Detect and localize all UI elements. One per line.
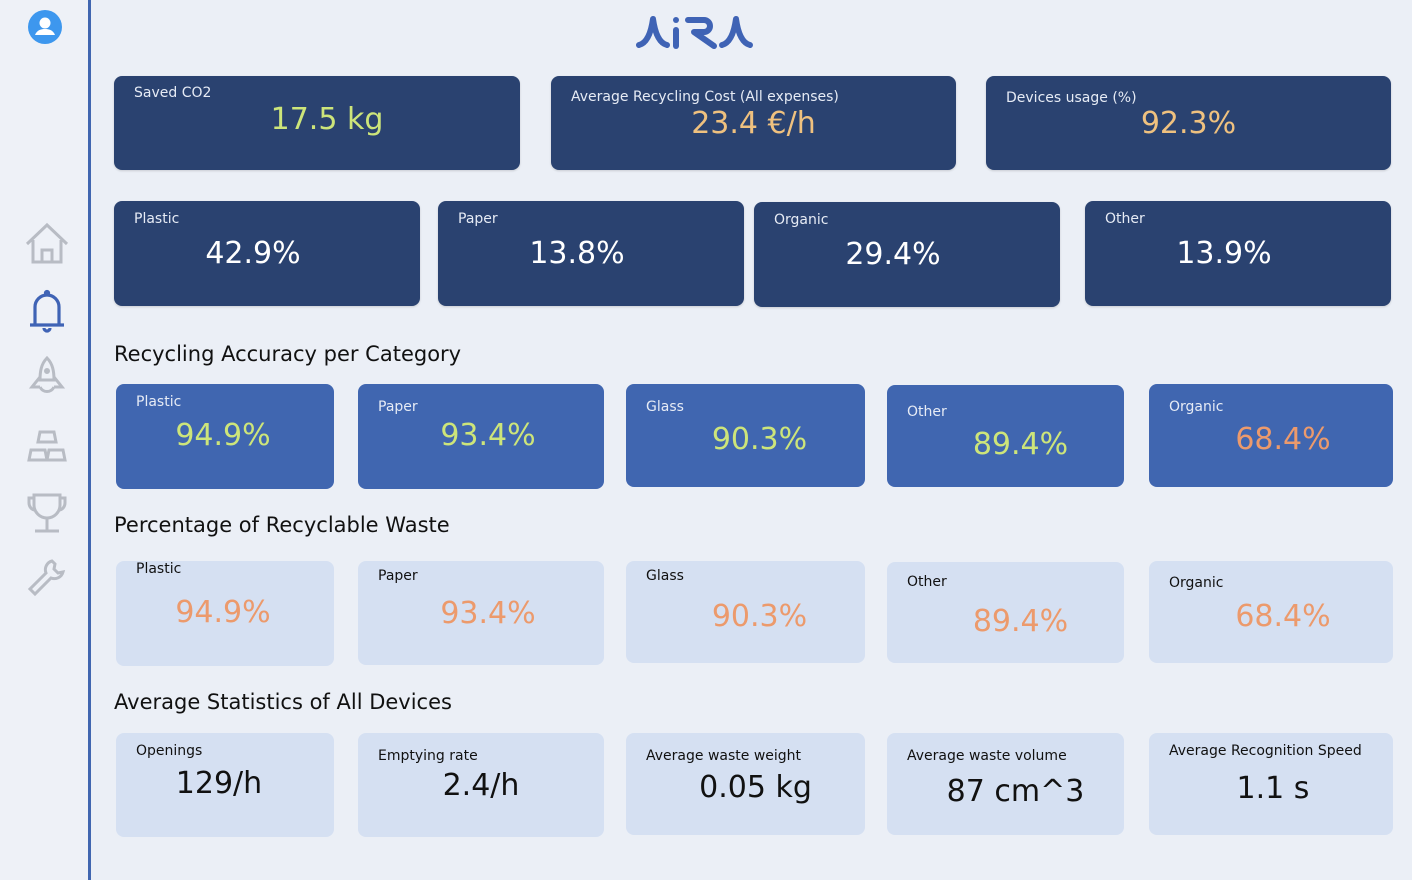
card-value: 13.8% (529, 236, 625, 271)
average-stat-card[interactable]: Average Recognition Speed 1.1 s (1149, 733, 1393, 835)
card-label: Average waste volume (907, 748, 1067, 764)
composition-card[interactable]: Organic 29.4% (754, 202, 1060, 307)
accuracy-card[interactable]: Organic 68.4% (1149, 384, 1393, 487)
card-label: Organic (1169, 399, 1224, 415)
accuracy-heading: Recycling Accuracy per Category (114, 342, 462, 366)
recyclable-heading: Percentage of Recyclable Waste (114, 513, 450, 537)
card-label: Paper (378, 399, 418, 415)
card-label: Average Recognition Speed (1169, 743, 1362, 759)
card-value: 129/h (175, 766, 263, 801)
card-label: Glass (646, 399, 684, 415)
accuracy-card[interactable]: Glass 90.3% (626, 384, 865, 487)
card-label: Plastic (136, 561, 182, 577)
card-value: 93.4% (440, 596, 536, 631)
card-label: Paper (458, 211, 498, 227)
card-label: Other (1105, 211, 1145, 227)
accuracy-card[interactable]: Paper 93.4% (358, 384, 604, 489)
recyclable-card[interactable]: Other 89.4% (887, 562, 1124, 663)
average-stat-card[interactable]: Average waste weight 0.05 kg (626, 733, 865, 835)
card-value: 68.4% (1235, 599, 1331, 634)
card-label: Glass (646, 568, 684, 584)
card-value: 2.4/h (442, 768, 520, 803)
average-stat-card[interactable]: Average waste volume 87 cm^3 (887, 733, 1124, 835)
composition-card[interactable]: Other 13.9% (1085, 201, 1391, 306)
card-value: 90.3% (711, 422, 808, 457)
card-label: Saved CO2 (134, 85, 212, 101)
average-stat-card[interactable]: Emptying rate 2.4/h (358, 733, 604, 837)
card-label: Emptying rate (378, 748, 478, 764)
card-label: Devices usage (%) (1006, 90, 1137, 106)
card-value: 93.4% (440, 418, 536, 453)
composition-card[interactable]: Paper 13.8% (438, 201, 744, 306)
card-value: 13.9% (1176, 236, 1272, 271)
card-value: 29.4% (845, 237, 941, 272)
averages-heading: Average Statistics of All Devices (114, 690, 452, 714)
card-label: Other (907, 574, 947, 590)
average-stat-card[interactable]: Openings 129/h (116, 733, 334, 837)
wrench-icon[interactable] (24, 555, 70, 601)
card-value: 94.9% (175, 418, 271, 453)
accuracy-card[interactable]: Other 89.4% (887, 385, 1124, 487)
home-icon[interactable] (24, 220, 70, 266)
card-value: 17.5 kg (270, 102, 384, 137)
card-label: Openings (136, 743, 203, 759)
aira-logo (636, 12, 762, 50)
card-label: Paper (378, 568, 418, 584)
card-value: 90.3% (711, 599, 808, 634)
rocket-icon[interactable] (24, 355, 70, 401)
card-value: 87 cm^3 (946, 774, 1085, 809)
card-value: 89.4% (972, 427, 1069, 462)
user-avatar-icon[interactable] (28, 10, 62, 44)
accuracy-card[interactable]: Plastic 94.9% (116, 384, 334, 489)
card-label: Plastic (136, 394, 182, 410)
card-value: 94.9% (175, 595, 271, 630)
sidebar (0, 0, 91, 880)
card-label: Other (907, 404, 947, 420)
composition-card[interactable]: Plastic 42.9% (114, 201, 420, 306)
recyclable-card[interactable]: Organic 68.4% (1149, 561, 1393, 663)
card-value: 0.05 kg (699, 770, 812, 805)
card-value: 23.4 €/h (691, 106, 816, 141)
summary-card[interactable]: Devices usage (%) 92.3% (986, 76, 1391, 170)
blocks-icon[interactable] (24, 422, 70, 468)
trophy-icon[interactable] (24, 490, 70, 536)
summary-card[interactable]: Average Recycling Cost (All expenses) 23.… (551, 76, 956, 170)
recyclable-card[interactable]: Paper 93.4% (358, 561, 604, 665)
card-label: Organic (1169, 575, 1224, 591)
card-value: 42.9% (205, 236, 301, 271)
card-value: 92.3% (1140, 106, 1237, 141)
card-value: 1.1 s (1236, 771, 1310, 806)
card-label: Organic (774, 212, 829, 228)
card-label: Plastic (134, 211, 180, 227)
bell-icon[interactable] (24, 287, 70, 333)
summary-card[interactable]: Saved CO2 17.5 kg (114, 76, 520, 170)
card-label: Average waste weight (646, 748, 802, 764)
recyclable-card[interactable]: Plastic 94.9% (116, 561, 334, 666)
recyclable-card[interactable]: Glass 90.3% (626, 561, 865, 663)
card-label: Average Recycling Cost (All expenses) (571, 89, 839, 105)
card-value: 89.4% (972, 604, 1069, 639)
card-value: 68.4% (1235, 422, 1331, 457)
